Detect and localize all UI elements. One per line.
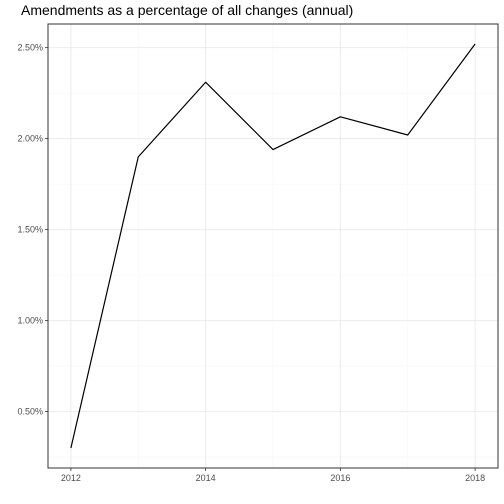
- y-tick-label: 1.50%: [17, 225, 43, 235]
- y-axis: 0.50% 1.00% 1.50% 2.00% 2.50%: [17, 43, 48, 417]
- series-line: [70, 43, 476, 449]
- major-gridlines: [48, 24, 498, 468]
- panel-border: [47, 23, 499, 469]
- y-tick-label: 1.00%: [17, 316, 43, 326]
- x-axis: 2012 2014 2016 2018: [61, 468, 485, 483]
- x-tick-label: 2018: [465, 473, 485, 483]
- plot-panel: [47, 23, 499, 469]
- y-tick-label: 0.50%: [17, 407, 43, 417]
- y-tick-label: 2.00%: [17, 134, 43, 144]
- minor-gridlines: [48, 24, 498, 468]
- y-tick-label: 2.50%: [17, 43, 43, 53]
- x-tick-label: 2016: [330, 473, 350, 483]
- x-tick-label: 2012: [61, 473, 81, 483]
- chart-title: Amendments as a percentage of all change…: [21, 2, 353, 18]
- x-tick-label: 2014: [196, 473, 216, 483]
